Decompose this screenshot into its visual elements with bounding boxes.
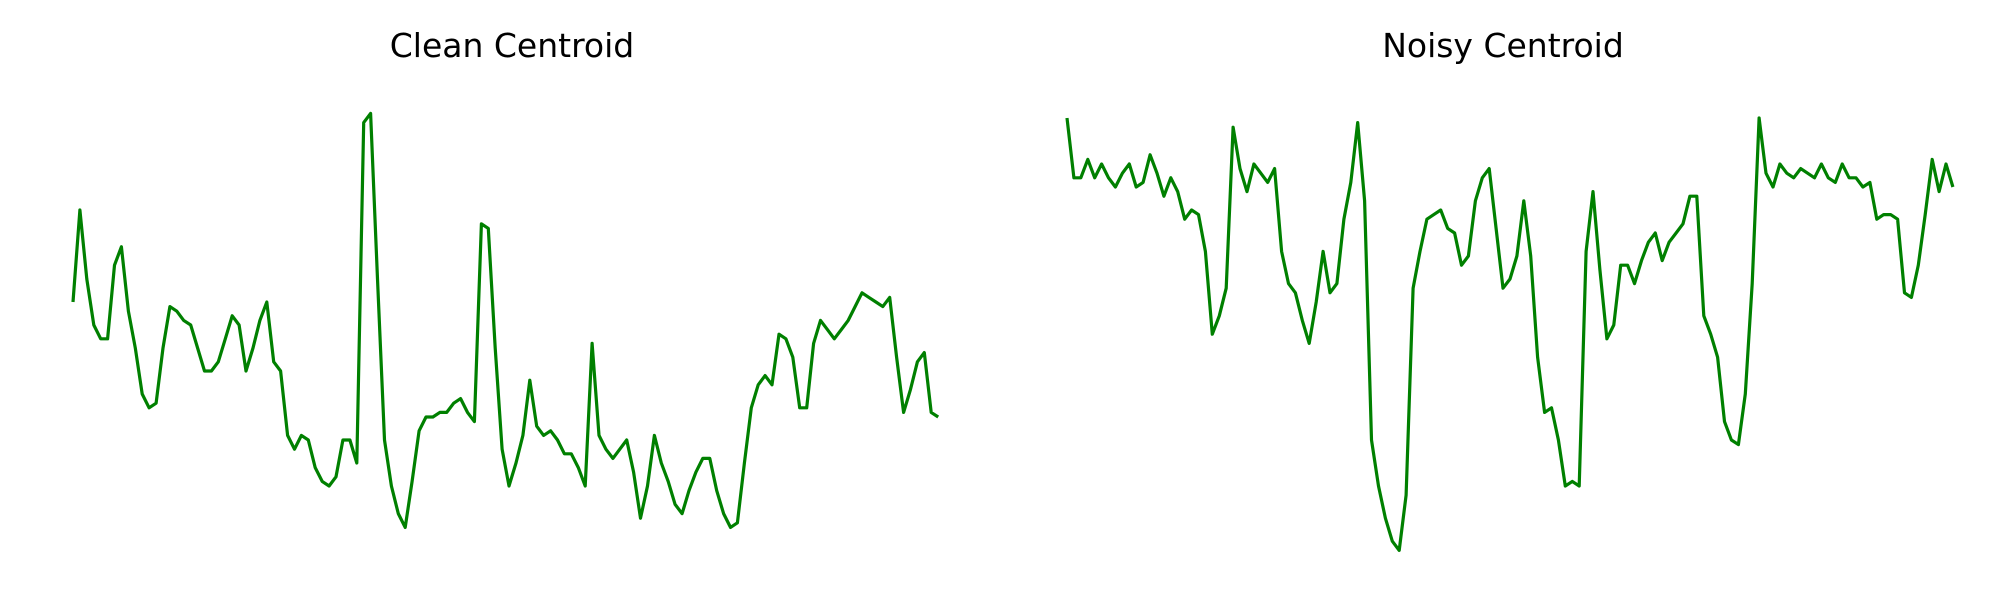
series-line-clean bbox=[71, 111, 940, 530]
chart-noisy-centroid: Noisy Centroid bbox=[1065, 26, 1955, 553]
series-line-noisy bbox=[1065, 116, 1955, 553]
chart-title-clean: Clean Centroid bbox=[390, 26, 635, 65]
chart-clean-centroid: Clean Centroid bbox=[71, 26, 940, 530]
chart-title-noisy: Noisy Centroid bbox=[1382, 26, 1624, 65]
